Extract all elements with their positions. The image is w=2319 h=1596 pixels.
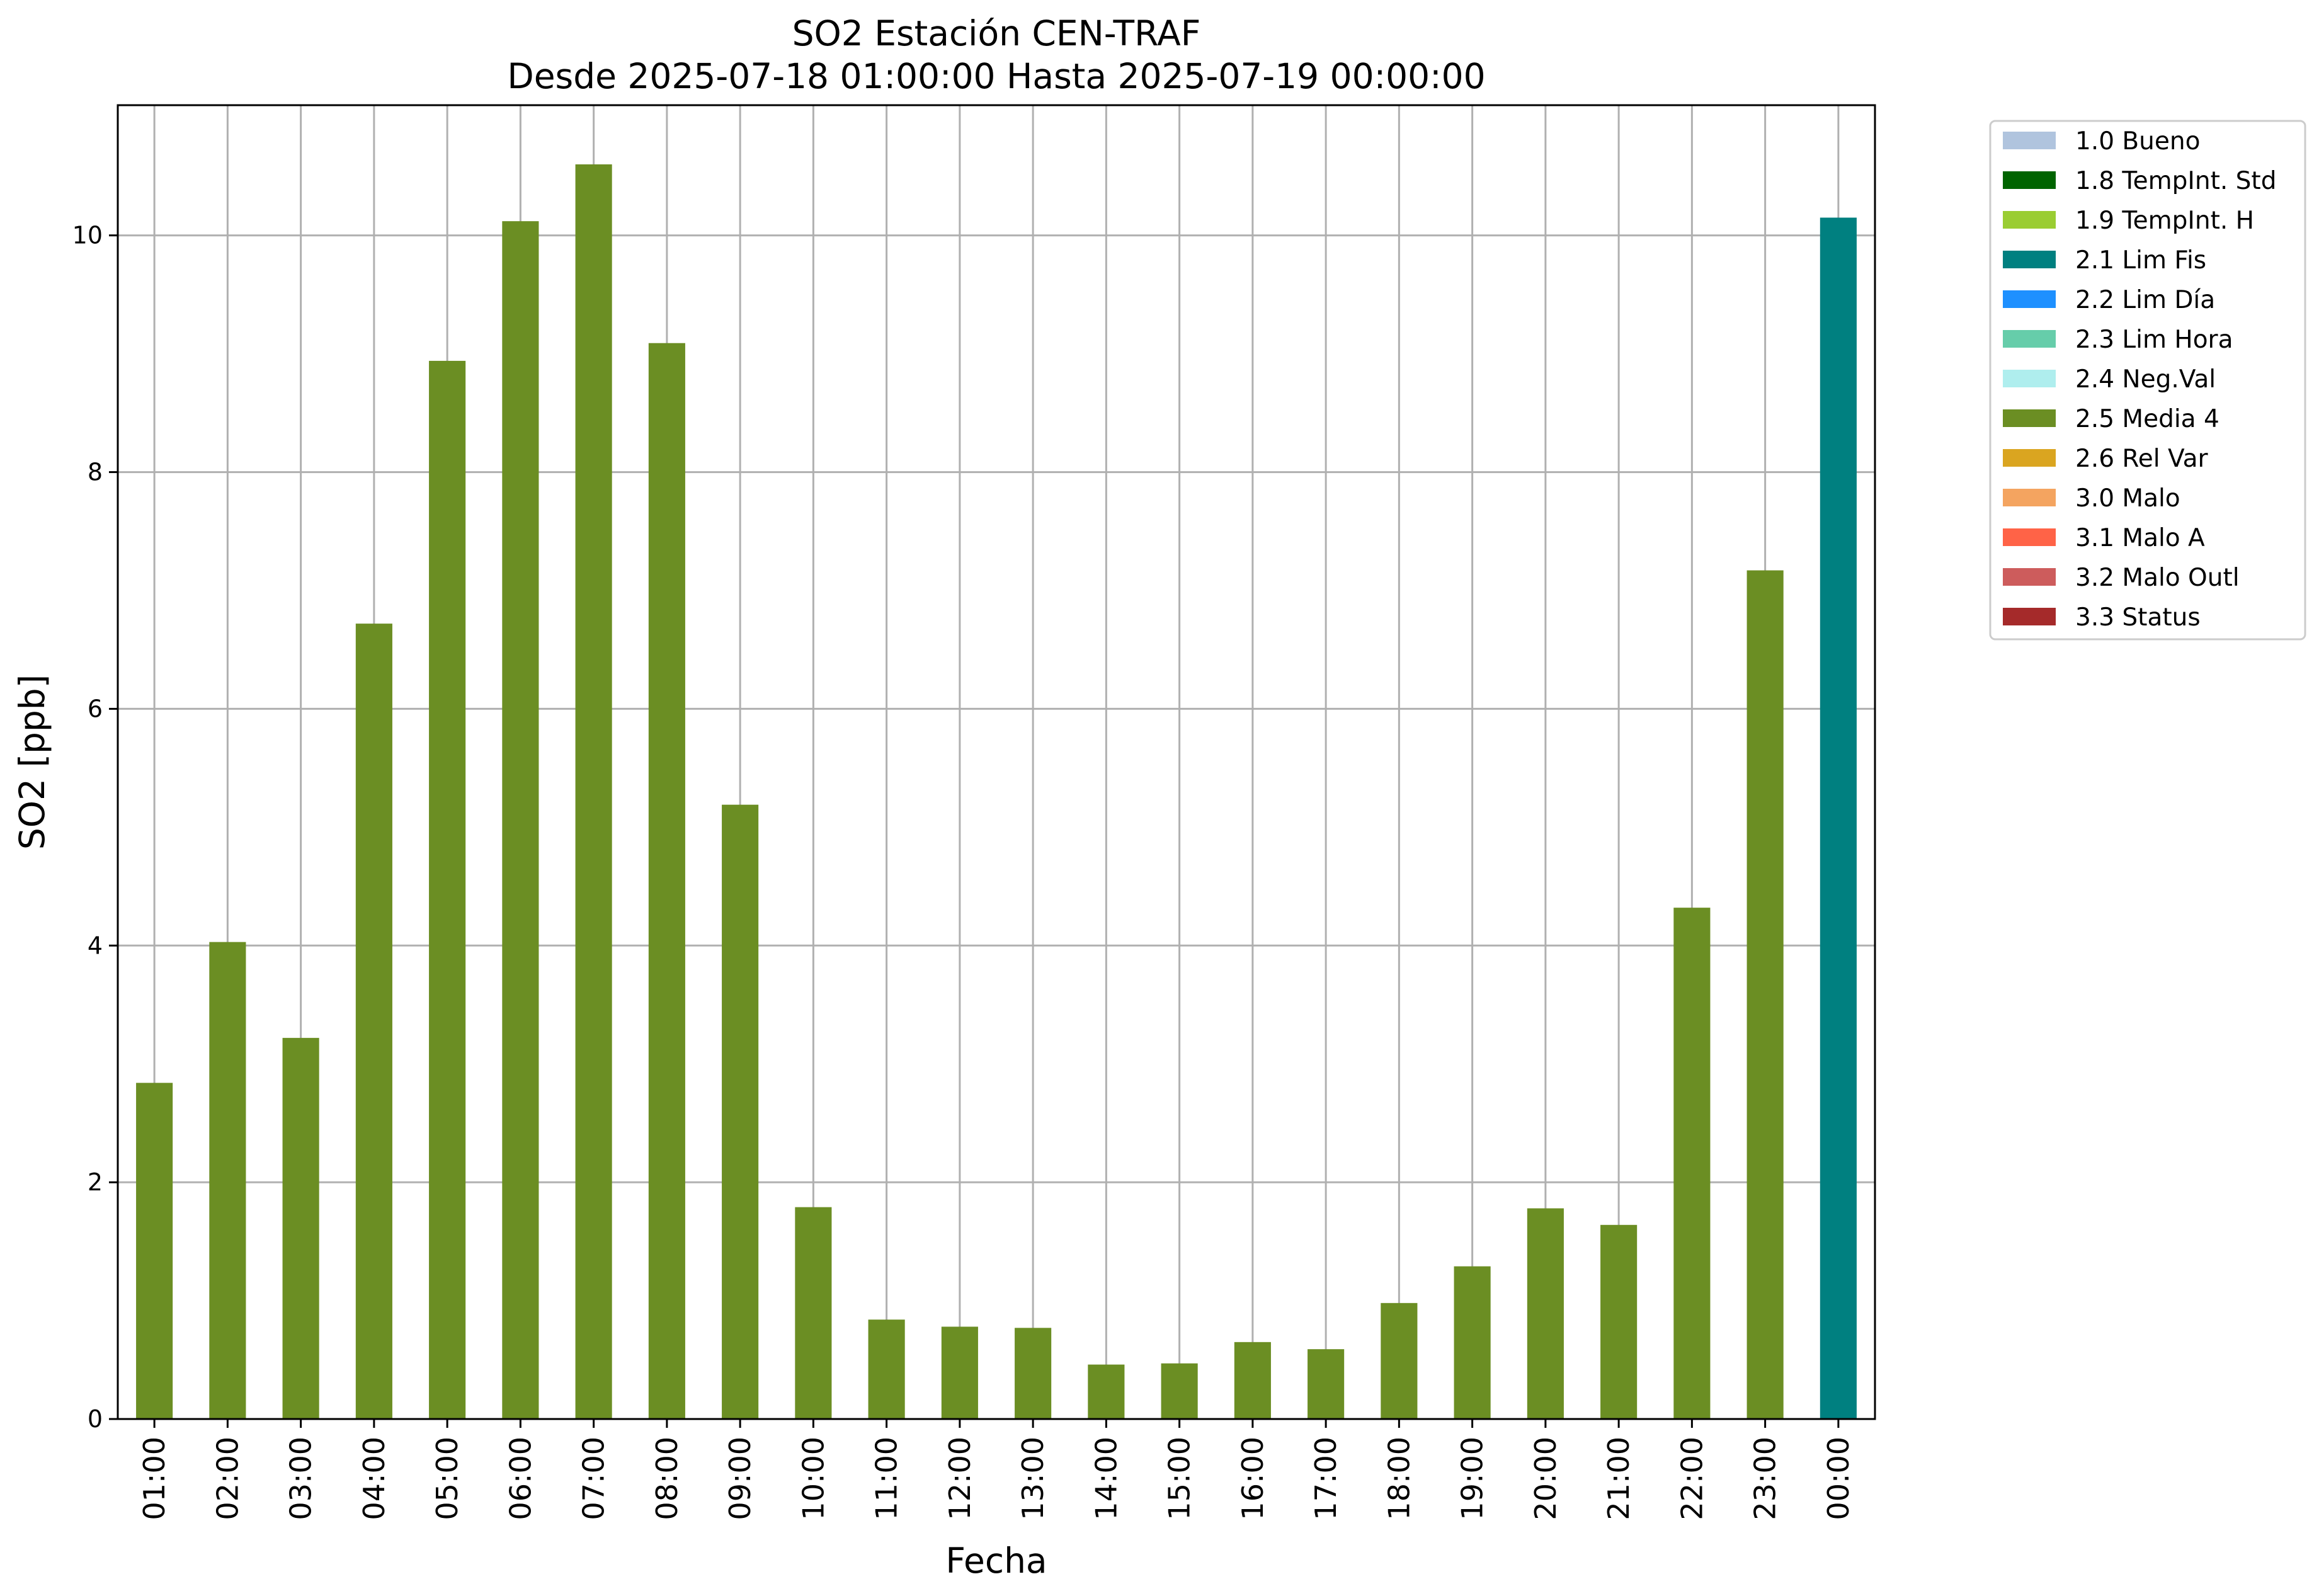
legend-entry-label: 2.4 Neg.Val xyxy=(2075,365,2216,394)
y-tick-label: 6 xyxy=(88,695,103,722)
bar-0300 xyxy=(282,1037,319,1419)
x-tick-label: 12:00 xyxy=(943,1437,977,1520)
legend-entry-label: 1.8 TempInt. Std xyxy=(2075,167,2276,195)
legend-swatch xyxy=(2003,290,2056,308)
bar-1200 xyxy=(941,1326,978,1419)
x-tick-label: 05:00 xyxy=(430,1437,464,1520)
x-tick-label: 03:00 xyxy=(284,1437,318,1520)
legend-entry-label: 2.3 Lim Hora xyxy=(2075,326,2233,354)
chart-subtitle: Desde 2025-07-18 01:00:00 Hasta 2025-07-… xyxy=(507,56,1485,96)
x-tick-label: 18:00 xyxy=(1382,1437,1416,1520)
bar-1700 xyxy=(1308,1349,1345,1419)
x-tick-label: 16:00 xyxy=(1236,1437,1270,1520)
legend-swatch xyxy=(2003,330,2056,348)
bar-0100 xyxy=(136,1083,173,1419)
y-tick-label: 10 xyxy=(72,222,103,249)
x-tick-label: 20:00 xyxy=(1529,1437,1563,1520)
bar-1400 xyxy=(1088,1364,1125,1419)
bar-0400 xyxy=(355,624,392,1420)
legend-swatch xyxy=(2003,211,2056,229)
legend-entry-label: 3.2 Malo Outl xyxy=(2075,564,2240,592)
bar-0900 xyxy=(722,804,759,1419)
legend-entry-label: 3.1 Malo A xyxy=(2075,524,2205,552)
x-tick-label: 23:00 xyxy=(1748,1437,1782,1520)
legend-box xyxy=(1989,120,2306,641)
legend-swatch xyxy=(2003,489,2056,506)
legend-entry-label: 2.1 Lim Fis xyxy=(2075,246,2206,275)
x-tick-label: 04:00 xyxy=(357,1437,391,1520)
legend-swatch xyxy=(2003,370,2056,387)
bar-0800 xyxy=(648,343,685,1419)
y-tick-label: 8 xyxy=(88,459,103,486)
legend-swatch xyxy=(2003,568,2056,586)
x-tick-label: 14:00 xyxy=(1089,1437,1123,1520)
chart-title: SO2 Estación CEN-TRAF xyxy=(792,13,1201,54)
axis-ticks: 0 2 4 6 8 10 01:00 02:00 03:00 04:00 05:00 06:00 07:… xyxy=(72,222,1855,1520)
x-tick-label: 21:00 xyxy=(1602,1437,1636,1520)
bar-2000 xyxy=(1527,1208,1564,1419)
y-tick-label: 4 xyxy=(88,932,103,959)
bar-0500 xyxy=(429,360,466,1419)
legend-swatch xyxy=(2003,608,2056,625)
x-tick-label: 06:00 xyxy=(503,1437,537,1520)
bar-1500 xyxy=(1161,1363,1198,1419)
legend-swatch xyxy=(2003,171,2056,189)
legend-swatch xyxy=(2003,132,2056,149)
x-tick-label: 13:00 xyxy=(1016,1437,1050,1520)
legend-entry-label: 2.5 Media 4 xyxy=(2075,405,2219,433)
x-tick-label: 00:00 xyxy=(1821,1437,1855,1520)
bar-2100 xyxy=(1600,1224,1638,1419)
legend: 1.0 Bueno 1.8 TempInt. Std 1.9 TempInt. H 2… xyxy=(1989,120,2306,641)
legend-entry-label: 1.0 Bueno xyxy=(2075,127,2200,156)
x-tick-label: 02:00 xyxy=(210,1437,244,1520)
legend-entry-label: 2.6 Rel Var xyxy=(2075,445,2209,473)
legend-entry-label: 3.0 Malo xyxy=(2075,484,2180,513)
bar-1300 xyxy=(1015,1328,1052,1419)
plot-frame xyxy=(117,104,1876,1420)
bar-1100 xyxy=(868,1320,905,1419)
bar-1900 xyxy=(1454,1266,1491,1419)
legend-swatch xyxy=(2003,409,2056,427)
legend-swatch xyxy=(2003,251,2056,268)
legend-swatch xyxy=(2003,528,2056,546)
x-tick-label: 11:00 xyxy=(870,1437,904,1520)
bar-0600 xyxy=(502,221,539,1419)
legend-entry-label: 1.9 TempInt. H xyxy=(2075,207,2254,235)
y-tick-label: 2 xyxy=(88,1168,103,1196)
x-tick-label: 09:00 xyxy=(723,1437,757,1520)
x-tick-label: 07:00 xyxy=(577,1437,611,1520)
legend-entry-label: 2.2 Lim Día xyxy=(2075,286,2215,314)
bar-1600 xyxy=(1234,1342,1271,1419)
x-tick-label: 08:00 xyxy=(650,1437,684,1520)
x-tick-label: 15:00 xyxy=(1163,1437,1197,1520)
bar-0000 xyxy=(1820,217,1857,1420)
x-tick-label: 22:00 xyxy=(1675,1437,1709,1520)
bar-0200 xyxy=(209,942,246,1419)
x-tick-label: 10:00 xyxy=(796,1437,830,1520)
bar-2300 xyxy=(1746,570,1784,1419)
x-axis-label: Fecha xyxy=(945,1541,1047,1581)
y-axis-label: SO2 [ppb] xyxy=(12,675,52,850)
x-tick-label: 01:00 xyxy=(137,1437,171,1520)
bar-0700 xyxy=(575,164,612,1419)
bars xyxy=(136,164,1857,1420)
bar-1000 xyxy=(795,1207,832,1419)
y-tick-label: 0 xyxy=(88,1405,103,1433)
bar-2200 xyxy=(1673,908,1711,1419)
legend-swatch xyxy=(2003,449,2056,467)
bar-1800 xyxy=(1381,1302,1418,1419)
legend-entry-label: 3.3 Status xyxy=(2075,603,2201,632)
x-tick-label: 19:00 xyxy=(1456,1437,1490,1520)
x-tick-label: 17:00 xyxy=(1309,1437,1343,1520)
